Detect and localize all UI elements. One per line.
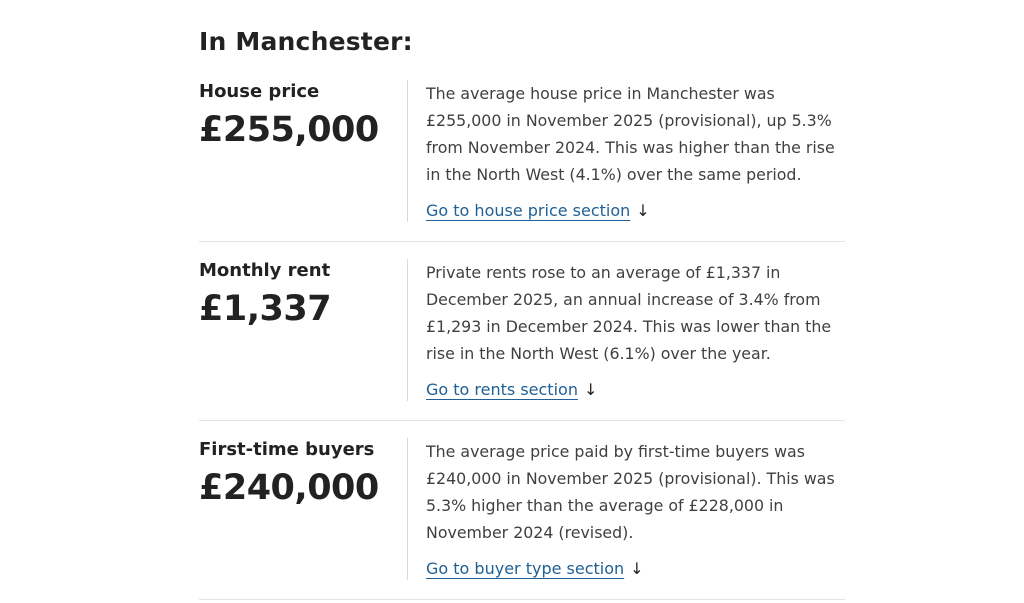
house-price-stat: House price £255,000 (199, 80, 407, 151)
stat-value-first-time-buyers: £240,000 (199, 468, 379, 508)
down-arrow-icon: ↓ (636, 201, 650, 220)
house-price-link-row: Go to house price section ↓ (426, 200, 845, 222)
section-house-price: House price £255,000 The average house p… (199, 80, 845, 242)
stat-value-monthly-rent: £1,337 (199, 289, 332, 329)
rents-section-link[interactable]: Go to rents section (426, 380, 578, 399)
first-time-buyers-stat: First-time buyers £240,000 (199, 438, 407, 509)
monthly-rent-stat: Monthly rent £1,337 (199, 259, 407, 330)
page-title: In Manchester: (199, 27, 413, 56)
monthly-rent-description-panel: Private rents rose to an average of £1,3… (407, 259, 845, 401)
stat-label-first-time-buyers: First-time buyers (199, 439, 375, 460)
house-price-description-panel: The average house price in Manchester wa… (407, 80, 845, 222)
stat-label-monthly-rent: Monthly rent (199, 260, 331, 281)
buyer-type-section-link[interactable]: Go to buyer type section (426, 559, 625, 578)
section-monthly-rent: Monthly rent £1,337 Private rents rose t… (199, 242, 845, 421)
house-price-section-link[interactable]: Go to house price section (426, 201, 631, 220)
first-time-buyers-description-panel: The average price paid by first-time buy… (407, 438, 845, 580)
house-price-description: The average house price in Manchester wa… (426, 84, 835, 184)
down-arrow-icon: ↓ (583, 380, 598, 399)
stat-value-house-price: £255,000 (199, 110, 379, 150)
first-time-buyers-description: The average price paid by first-time buy… (426, 442, 835, 542)
rents-link-row: Go to rents section ↓ (426, 379, 845, 401)
buyer-type-link-row: Go to buyer type section ↓ (426, 558, 845, 580)
down-arrow-icon: ↓ (630, 559, 644, 578)
section-first-time-buyers: First-time buyers £240,000 The average p… (199, 421, 845, 600)
monthly-rent-description: Private rents rose to an average of £1,3… (426, 263, 832, 363)
stat-label-house-price: House price (199, 81, 320, 102)
content-container: In Manchester: House price £255,000 The … (199, 26, 845, 600)
